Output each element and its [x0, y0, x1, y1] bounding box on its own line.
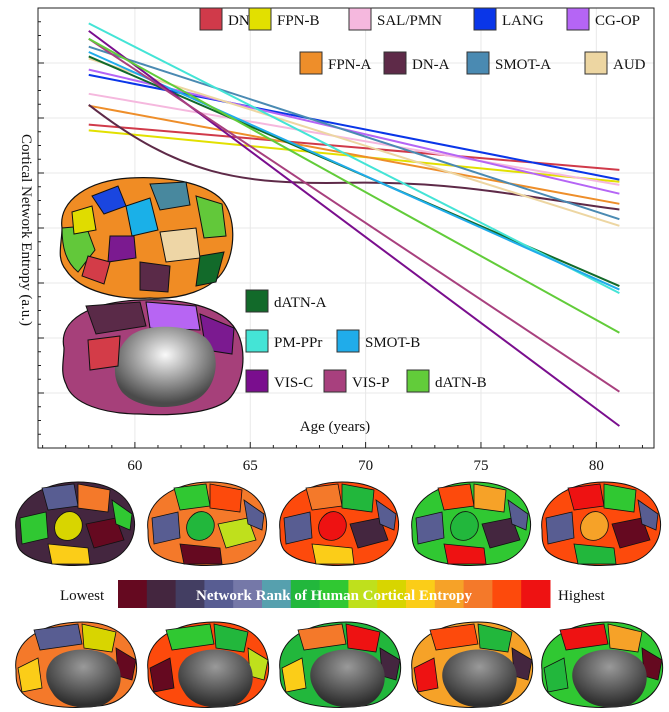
legend-swatch [383, 51, 407, 75]
legend-label: FPN-A [328, 57, 372, 73]
legend-label: SMOT-B [365, 335, 420, 351]
legend-entry-lang: LANG [473, 7, 544, 31]
legend-label: SAL/PMN [377, 13, 442, 29]
brain-medial-2 [147, 621, 270, 708]
colorbar-title: Network Rank of Human Cortical Entropy [196, 588, 472, 604]
colorbar-cell [406, 580, 436, 608]
colorbar: Lowest Network Rank of Human Cortical En… [60, 580, 605, 608]
series-line-vis-p [88, 37, 620, 393]
colorbar-cell [204, 580, 234, 608]
legend-entry-smot-b: SMOT-B [336, 329, 420, 353]
legend-swatch [245, 329, 269, 353]
legend-entry-sal-pmn: SAL/PMN [348, 7, 442, 31]
brain-lateral-5 [541, 481, 662, 566]
legend-label: FPN-B [277, 13, 320, 29]
series-line-aud [88, 57, 620, 227]
x-axis-label: Age (years) [300, 419, 370, 435]
legend-swatch [566, 7, 590, 31]
legend-entry-smot-a: SMOT-A [466, 51, 551, 75]
colorbar-cell [492, 580, 522, 608]
brain-medial-1 [15, 621, 138, 708]
legend-label: dATN-A [274, 295, 327, 311]
y-axis-label: Cortical Network Entropy (a.u.) [18, 134, 34, 326]
series-line-sal-pmn [88, 92, 620, 186]
series-line-cg-op [88, 68, 620, 195]
colorbar-cell [233, 580, 263, 608]
legend-label: LANG [502, 13, 544, 29]
legend-swatch [248, 7, 272, 31]
legend-entry-datn-b: dATN-B [406, 369, 487, 393]
colorbar-cell [521, 580, 551, 608]
x-tick-label: 70 [358, 458, 373, 474]
legend-entry-fpn-b: FPN-B [248, 7, 320, 31]
legend-swatch [199, 7, 223, 31]
colorbar-cell [377, 580, 407, 608]
brain-medial-3 [279, 621, 402, 708]
series-line-pm-ppr [88, 22, 620, 295]
brain-medial-5 [541, 621, 664, 708]
legend-swatch [348, 7, 372, 31]
legend-label: PM-PPr [274, 335, 322, 351]
colorbar-cell [290, 580, 321, 608]
legend-label: VIS-P [352, 375, 390, 391]
brain-lateral-4 [411, 481, 532, 566]
colorbar-cell [434, 580, 465, 608]
brain-lateral-2 [147, 481, 268, 566]
inset-brain-lateral [59, 177, 234, 299]
colorbar-cell [175, 580, 205, 608]
legend-label: CG-OP [595, 13, 640, 29]
legend-label: VIS-C [274, 375, 313, 391]
series-line-smot-b [88, 51, 620, 291]
x-tick-label: 65 [243, 458, 258, 474]
colorbar-cells [118, 580, 551, 608]
legend-label: AUD [613, 57, 646, 73]
legend-swatch [466, 51, 490, 75]
legend-label: dATN-B [435, 375, 487, 391]
colorbar-cell [118, 580, 148, 608]
x-tick-label: 60 [127, 458, 142, 474]
legend-entry-dn-a: DN-A [383, 51, 450, 75]
colorbar-cell [348, 580, 378, 608]
legend-swatch [584, 51, 608, 75]
legend-entry-cg-op: CG-OP [566, 7, 640, 31]
brain-row-lateral [15, 481, 662, 566]
legend-label: DN-A [412, 57, 450, 73]
legend-swatch [299, 51, 323, 75]
brain-row-medial [15, 621, 664, 708]
colorbar-low-label: Lowest [60, 588, 105, 604]
legend-swatch [473, 7, 497, 31]
colorbar-cell [262, 580, 292, 608]
x-tick-label: 75 [473, 458, 488, 474]
legend-entry-aud: AUD [584, 51, 646, 75]
brain-medial-4 [411, 621, 534, 708]
legend-swatch [245, 369, 269, 393]
legend-entry-datn-a: dATN-A [245, 289, 327, 313]
brain-lateral-3 [279, 481, 400, 566]
inset-brain-medial [62, 299, 244, 416]
series-line-datn-b [88, 37, 620, 334]
brain-lateral-1 [15, 481, 136, 566]
legend-swatch [336, 329, 360, 353]
series-line-smot-a [88, 45, 620, 221]
series-lines [88, 22, 620, 427]
legend-entry-pm-ppr: PM-PPr [245, 329, 322, 353]
axis-ticks: 60 65 70 75 80 [38, 7, 643, 474]
legend-entry-vis-p: VIS-P [323, 369, 390, 393]
legend-swatch [323, 369, 347, 393]
colorbar-cell [146, 580, 177, 608]
colorbar-high-label: Highest [558, 588, 605, 604]
legend-swatch [245, 289, 269, 313]
x-tick-label: 80 [589, 458, 604, 474]
colorbar-cell [319, 580, 349, 608]
series-line-fpn-a [88, 104, 620, 205]
legend-swatch [406, 369, 430, 393]
legend-entry-vis-c: VIS-C [245, 369, 313, 393]
colorbar-cell [463, 580, 493, 608]
legend-label: SMOT-A [495, 57, 551, 73]
legend-entry-fpn-a: FPN-A [299, 51, 372, 75]
